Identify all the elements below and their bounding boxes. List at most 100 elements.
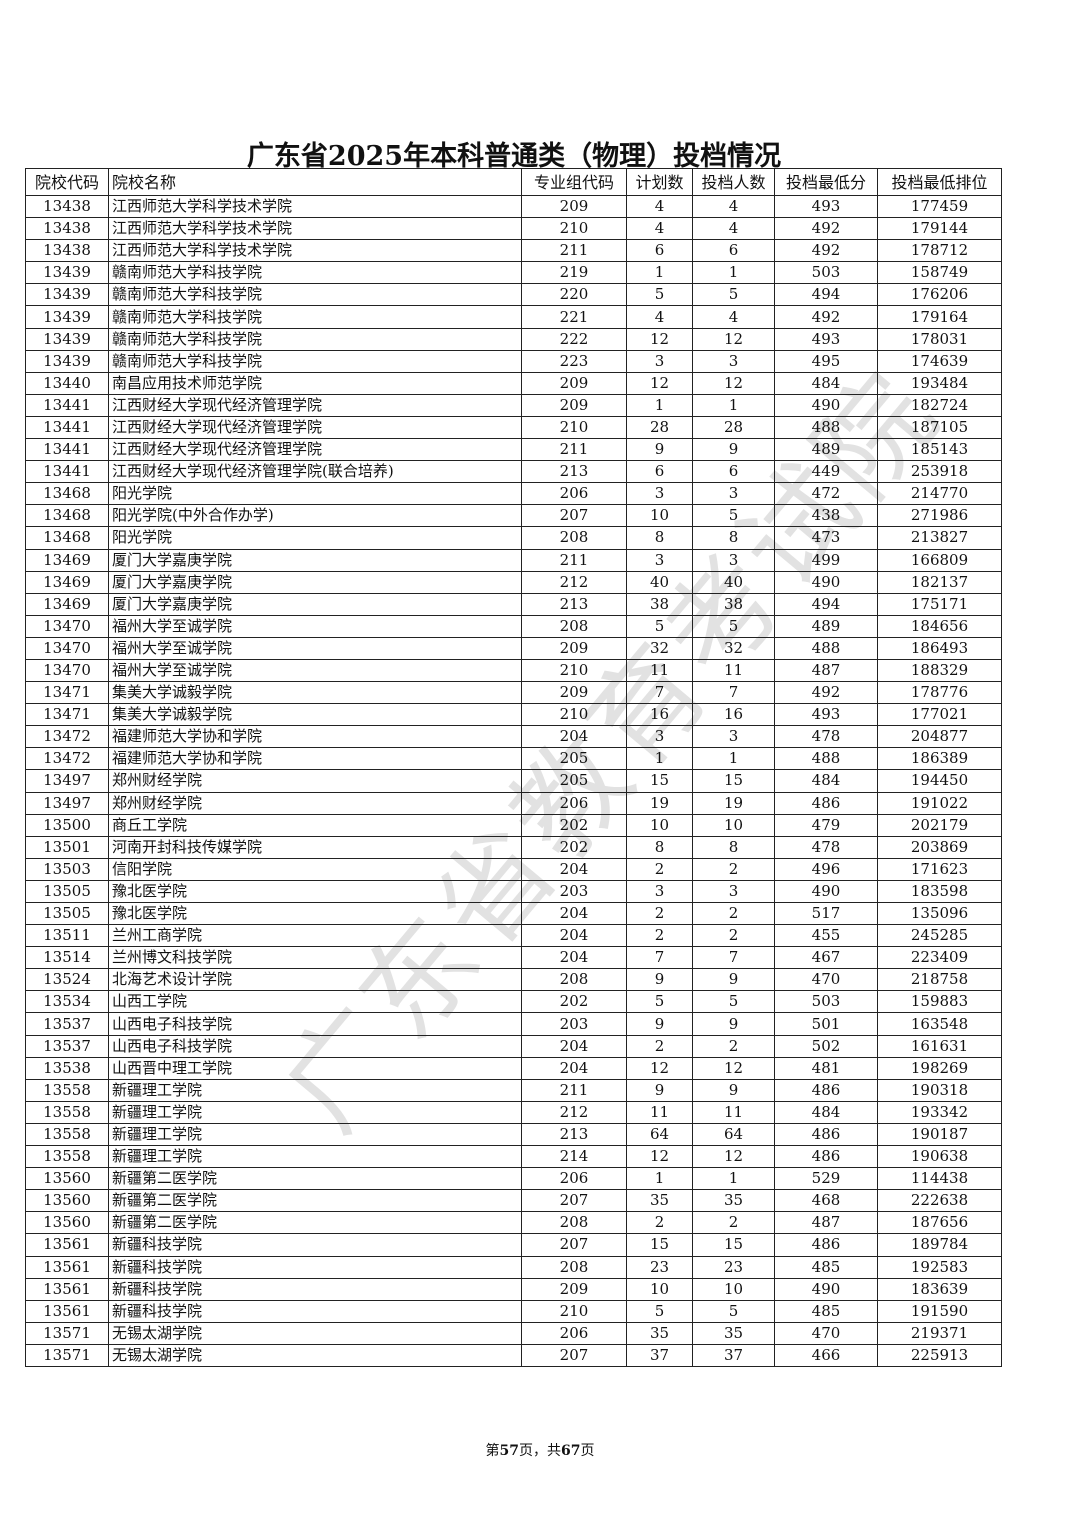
header-school-name: 院校名称: [108, 168, 522, 196]
cell-school-name: 江西财经大学现代经济管理学院: [108, 438, 522, 462]
cell-min-rank: 191022: [877, 791, 1002, 815]
cell-min-rank: 163548: [877, 1012, 1002, 1036]
cell-min-rank: 253918: [877, 460, 1002, 484]
cell-school-name: 江西师范大学科学技术学院: [108, 217, 522, 241]
cell-school-name: 山西晋中理工学院: [108, 1056, 522, 1080]
cell-school-name: 福建师范大学协和学院: [108, 725, 522, 749]
cell-min-score: 478: [774, 725, 878, 749]
cell-school-name: 河南开封科技传媒学院: [108, 835, 522, 859]
header-plan-count: 计划数: [626, 168, 693, 196]
cell-admitted-count: 2: [692, 857, 775, 881]
cell-school-code: 13439: [25, 305, 109, 329]
cell-min-rank: 223409: [877, 946, 1002, 970]
cell-admitted-count: 10: [692, 813, 775, 837]
cell-group-code: 223: [521, 349, 627, 373]
cell-school-code: 13560: [25, 1167, 109, 1191]
cell-school-name: 阳光学院: [108, 482, 522, 506]
cell-min-rank: 166809: [877, 548, 1002, 572]
cell-school-name: 厦门大学嘉庚学院: [108, 570, 522, 594]
cell-group-code: 209: [521, 636, 627, 660]
cell-school-name: 山西工学院: [108, 990, 522, 1014]
cell-plan-count: 1: [626, 393, 693, 417]
cell-school-code: 13571: [25, 1343, 109, 1367]
cell-admitted-count: 16: [692, 703, 775, 727]
cell-min-score: 492: [774, 681, 878, 705]
cell-group-code: 209: [521, 194, 627, 219]
cell-min-rank: 271986: [877, 504, 1002, 528]
cell-plan-count: 2: [626, 857, 693, 881]
cell-min-rank: 184656: [877, 614, 1002, 638]
table-row: 13505 豫北医学院 203 3 3 490 183598: [25, 879, 1002, 904]
cell-group-code: 208: [521, 968, 627, 992]
cell-plan-count: 11: [626, 658, 693, 683]
cell-plan-count: 2: [626, 1034, 693, 1058]
cell-school-code: 13560: [25, 1189, 109, 1213]
cell-min-score: 494: [774, 592, 878, 616]
table-row: 13538 山西晋中理工学院 204 12 12 481 198269: [25, 1056, 1002, 1080]
table-row: 13503 信阳学院 204 2 2 496 171623: [25, 857, 1002, 881]
cell-school-name: 商丘工学院: [108, 813, 522, 837]
cell-group-code: 208: [521, 1211, 627, 1235]
cell-min-rank: 194450: [877, 769, 1002, 793]
cell-school-code: 13497: [25, 791, 109, 815]
cell-min-score: 492: [774, 239, 878, 263]
cell-plan-count: 12: [626, 371, 693, 395]
cell-school-code: 13469: [25, 570, 109, 594]
cell-group-code: 207: [521, 504, 627, 528]
cell-school-name: 新疆理工学院: [108, 1100, 522, 1124]
cell-group-code: 209: [521, 681, 627, 705]
cell-school-name: 兰州博文科技学院: [108, 946, 522, 970]
cell-min-rank: 187105: [877, 415, 1002, 440]
cell-admitted-count: 28: [692, 415, 775, 440]
table-row: 13561 新疆科技学院 210 5 5 485 191590: [25, 1299, 1002, 1323]
cell-min-score: 472: [774, 482, 878, 506]
cell-school-code: 13558: [25, 1145, 109, 1169]
cell-admitted-count: 38: [692, 592, 775, 616]
cell-min-rank: 187656: [877, 1211, 1002, 1235]
cell-group-code: 203: [521, 879, 627, 904]
cell-school-name: 山西电子科技学院: [108, 1012, 522, 1036]
cell-school-name: 江西财经大学现代经济管理学院: [108, 393, 522, 417]
cell-admitted-count: 40: [692, 570, 775, 594]
cell-min-score: 503: [774, 261, 878, 285]
cell-school-code: 13441: [25, 438, 109, 462]
table-row: 13438 江西师范大学科学技术学院 211 6 6 492 178712: [25, 239, 1002, 263]
cell-school-name: 新疆理工学院: [108, 1122, 522, 1147]
cell-school-name: 无锡太湖学院: [108, 1321, 522, 1345]
cell-school-code: 13497: [25, 769, 109, 793]
cell-min-rank: 183598: [877, 879, 1002, 904]
cell-plan-count: 6: [626, 460, 693, 484]
cell-school-code: 13561: [25, 1233, 109, 1257]
cell-admitted-count: 1: [692, 1167, 775, 1191]
cell-plan-count: 2: [626, 1211, 693, 1235]
cell-group-code: 211: [521, 239, 627, 263]
cell-admitted-count: 11: [692, 658, 775, 683]
table-row: 13471 集美大学诚毅学院 210 16 16 493 177021: [25, 703, 1002, 727]
cell-min-score: 478: [774, 835, 878, 859]
cell-group-code: 222: [521, 327, 627, 351]
cell-school-name: 阳光学院: [108, 526, 522, 550]
cell-min-score: 492: [774, 217, 878, 241]
cell-plan-count: 8: [626, 526, 693, 550]
cell-min-rank: 159883: [877, 990, 1002, 1014]
cell-admitted-count: 2: [692, 924, 775, 948]
cell-min-rank: 193342: [877, 1100, 1002, 1124]
cell-min-rank: 178712: [877, 239, 1002, 263]
cell-admitted-count: 12: [692, 1056, 775, 1080]
admission-table: 院校代码 院校名称 专业组代码 计划数 投档人数 投档最低分 投档最低排位 13…: [25, 168, 1002, 1367]
cell-school-code: 13469: [25, 592, 109, 616]
cell-group-code: 204: [521, 1034, 627, 1058]
cell-school-name: 豫北医学院: [108, 901, 522, 926]
cell-school-name: 新疆科技学院: [108, 1299, 522, 1323]
cell-school-name: 赣南师范大学科技学院: [108, 305, 522, 329]
cell-group-code: 207: [521, 1233, 627, 1257]
cell-school-code: 13468: [25, 504, 109, 528]
cell-plan-count: 40: [626, 570, 693, 594]
page-footer: 第57页，共67页: [0, 1440, 1080, 1460]
cell-min-score: 438: [774, 504, 878, 528]
cell-school-code: 13537: [25, 1012, 109, 1036]
footer-page-number: 57: [499, 1443, 519, 1459]
cell-plan-count: 11: [626, 1100, 693, 1124]
footer-prefix: 第: [485, 1443, 500, 1459]
cell-school-name: 新疆理工学院: [108, 1145, 522, 1169]
